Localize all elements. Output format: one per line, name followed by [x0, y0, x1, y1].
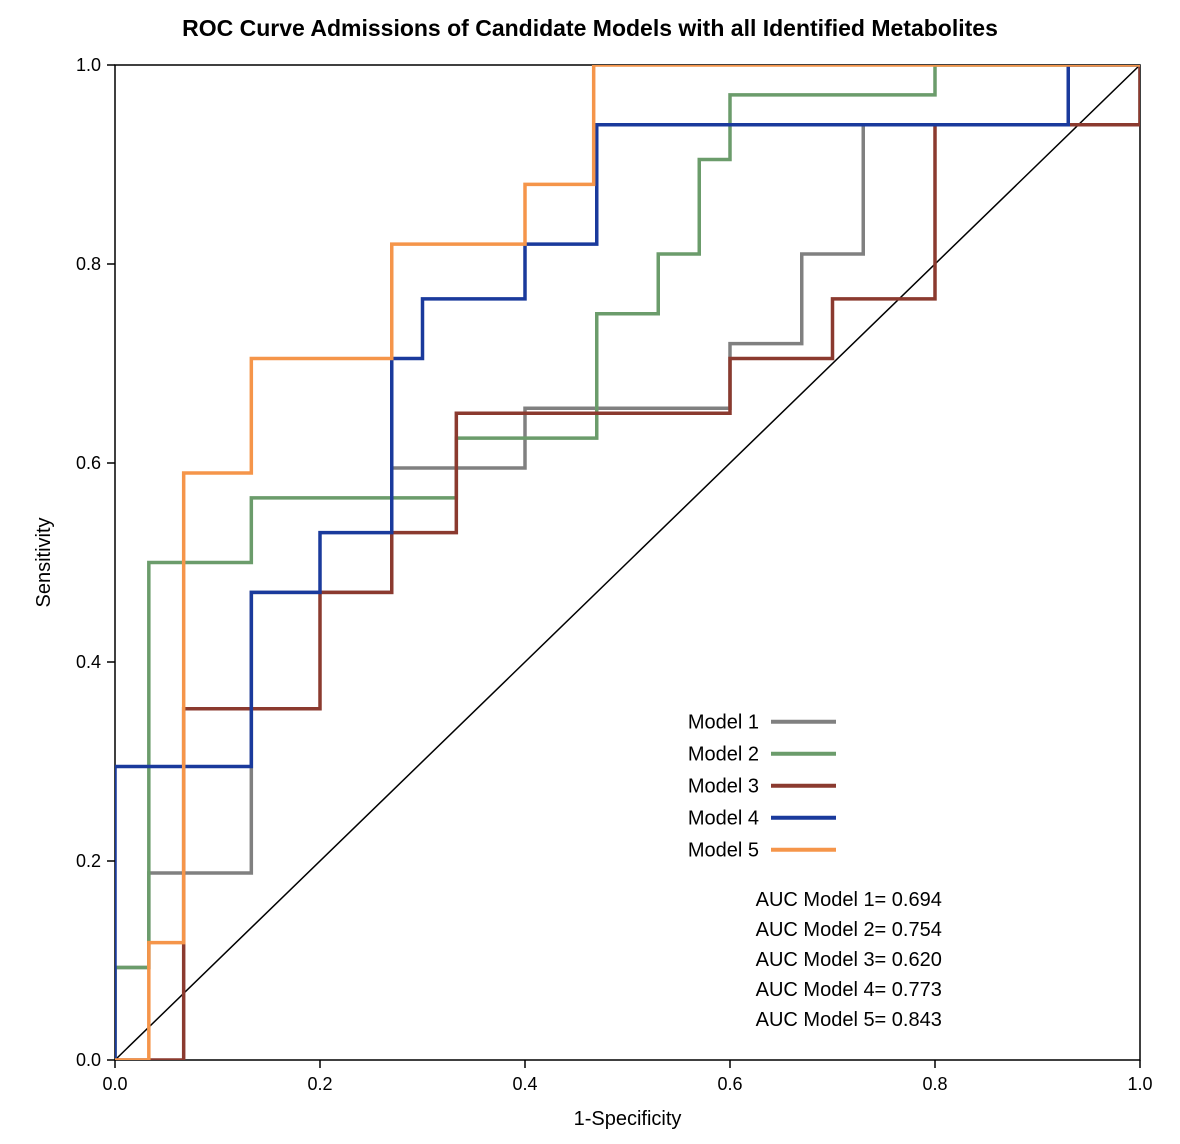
auc-label: AUC Model 3= 0.620: [756, 949, 942, 971]
auc-label: AUC Model 4= 0.773: [756, 979, 942, 1001]
legend-label: Model 5: [688, 840, 759, 862]
y-tick-label: 1.0: [76, 55, 101, 75]
roc-chart-svg: 0.0 0.2 0.4 0.6 0.8 1.0 0.0 0.2 0.4 0.6 0.8 1.0 1-Sp…: [0, 0, 1180, 1144]
x-tick-label: 0.2: [307, 1074, 332, 1094]
auc-label: AUC Model 1= 0.694: [756, 889, 942, 911]
y-axis-label: Sensitivity: [33, 517, 55, 607]
y-tick-label: 0.8: [76, 254, 101, 274]
y-tick-label: 0.0: [76, 1050, 101, 1070]
y-tick-label: 0.2: [76, 851, 101, 871]
legend-label: Model 2: [688, 744, 759, 766]
x-tick-label: 0.6: [717, 1074, 742, 1094]
y-tick-label: 0.6: [76, 453, 101, 473]
legend-label: Model 4: [688, 808, 759, 830]
x-tick-label: 1.0: [1127, 1074, 1152, 1094]
legend-label: Model 1: [688, 712, 759, 734]
x-tick-label: 0.0: [102, 1074, 127, 1094]
x-tick-label: 0.8: [922, 1074, 947, 1094]
legend-label: Model 3: [688, 776, 759, 798]
x-axis-label: 1-Specificity: [574, 1108, 682, 1130]
y-tick-label: 0.4: [76, 652, 101, 672]
auc-label: AUC Model 5= 0.843: [756, 1009, 942, 1031]
x-tick-label: 0.4: [512, 1074, 537, 1094]
auc-label: AUC Model 2= 0.754: [756, 919, 942, 941]
roc-chart-container: ROC Curve Admissions of Candidate Models…: [0, 0, 1180, 1144]
